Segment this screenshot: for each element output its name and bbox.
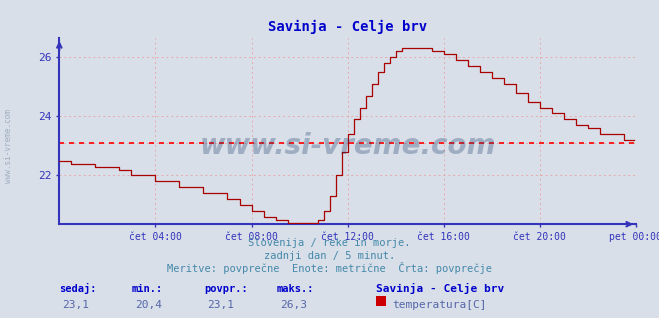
Text: sedaj:: sedaj: bbox=[59, 283, 97, 294]
Text: zadnji dan / 5 minut.: zadnji dan / 5 minut. bbox=[264, 251, 395, 261]
Text: 23,1: 23,1 bbox=[63, 300, 90, 309]
Text: temperatura[C]: temperatura[C] bbox=[392, 300, 486, 309]
Text: min.:: min.: bbox=[132, 284, 163, 294]
Text: 20,4: 20,4 bbox=[135, 300, 162, 309]
Text: Meritve: povprečne  Enote: metrične  Črta: povprečje: Meritve: povprečne Enote: metrične Črta:… bbox=[167, 262, 492, 274]
Text: www.si-vreme.com: www.si-vreme.com bbox=[4, 109, 13, 183]
Text: 26,3: 26,3 bbox=[280, 300, 307, 309]
Text: www.si-vreme.com: www.si-vreme.com bbox=[200, 132, 496, 160]
Title: Savinja - Celje brv: Savinja - Celje brv bbox=[268, 20, 427, 34]
Text: 23,1: 23,1 bbox=[208, 300, 235, 309]
Text: Slovenija / reke in morje.: Slovenija / reke in morje. bbox=[248, 238, 411, 248]
Text: maks.:: maks.: bbox=[277, 284, 314, 294]
Text: povpr.:: povpr.: bbox=[204, 284, 248, 294]
Text: Savinja - Celje brv: Savinja - Celje brv bbox=[376, 283, 504, 294]
